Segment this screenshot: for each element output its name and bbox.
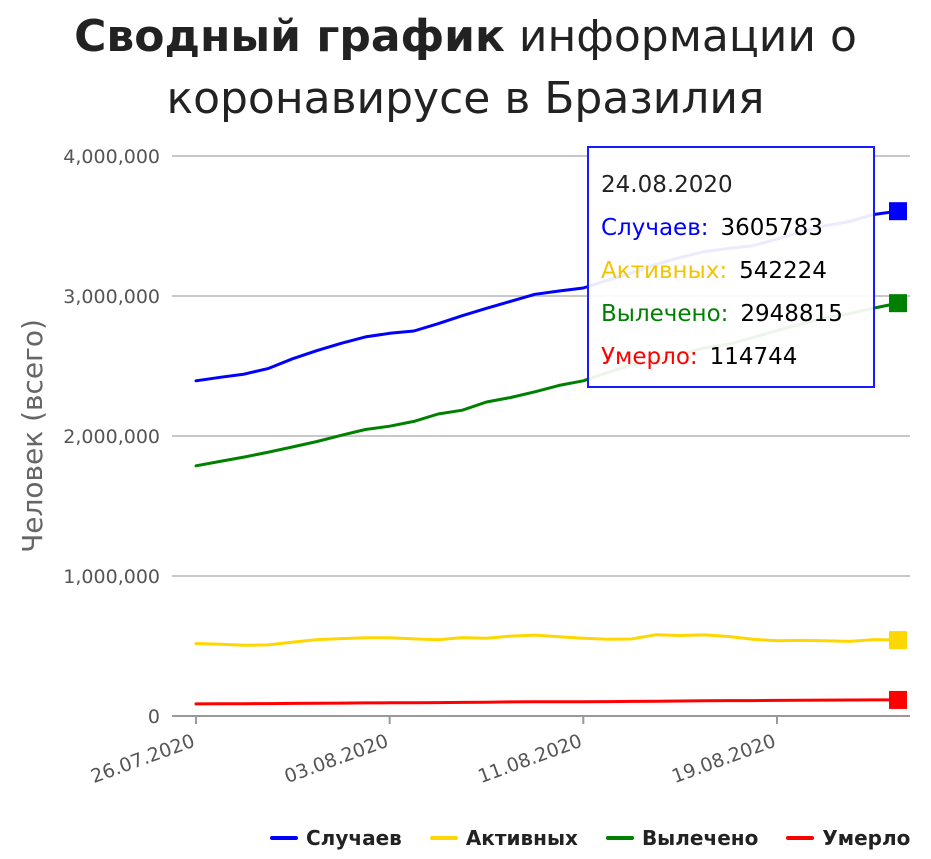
chart-title: Сводный график информации о коронавирусе…: [0, 6, 931, 130]
legend: Случаев Активных Вылечено Умерло: [270, 826, 910, 850]
legend-item-recovered[interactable]: Вылечено: [605, 826, 759, 850]
tooltip-row-cases: Случаев: 3605783: [601, 207, 873, 250]
legend-item-active[interactable]: Активных: [429, 826, 578, 850]
legend-label: Умерло: [822, 826, 911, 850]
series-end-marker[interactable]: [889, 294, 907, 313]
tooltip-label: Вылечено:: [601, 301, 729, 327]
legend-label: Вылечено: [641, 826, 759, 850]
tooltip-value: 2948815: [740, 301, 843, 327]
series-end-marker[interactable]: [889, 690, 907, 709]
chart-title-rest: информации о коронавирусе в Бразилия: [166, 11, 857, 124]
tooltip-label: Активных:: [601, 258, 728, 284]
tooltip-value: 3605783: [720, 215, 823, 241]
tooltip-label: Случаев:: [601, 215, 709, 241]
y-tick-label: 3,000,000: [63, 286, 160, 308]
y-tick-label: 0: [148, 706, 160, 728]
legend-swatch: [429, 836, 458, 840]
x-tick-label: 19.08.2020: [669, 730, 779, 788]
series-line-1: [194, 633, 900, 647]
legend-swatch: [270, 836, 298, 840]
legend-label: Случаев: [306, 826, 402, 850]
series-end-marker[interactable]: [889, 631, 907, 650]
chart-title-bold: Сводный график: [74, 11, 505, 62]
legend-item-cases[interactable]: Случаев: [270, 826, 402, 850]
tooltip-row-active: Активных: 542224: [601, 250, 873, 293]
series-line-3: [194, 698, 900, 706]
tooltip-row-recovered: Вылечено: 2948815: [601, 293, 873, 336]
y-axis-ticks: 0 1,000,000 2,000,000 3,000,000 4,000,000: [63, 146, 160, 728]
x-tick-label: 03.08.2020: [282, 730, 392, 788]
y-tick-label: 1,000,000: [63, 566, 160, 588]
x-tick-label: 26.07.2020: [88, 730, 198, 788]
y-axis-label: Человек (всего): [16, 319, 49, 553]
x-tick-label: 11.08.2020: [475, 730, 585, 788]
legend-label: Активных: [465, 826, 578, 850]
legend-swatch: [786, 836, 815, 840]
legend-item-deaths[interactable]: Умерло: [786, 826, 910, 850]
y-tick-label: 2,000,000: [63, 426, 160, 448]
tooltip-value: 542224: [739, 258, 827, 284]
x-axis-ticks: 26.07.2020 03.08.2020 11.08.2020 19.08.2020: [88, 716, 779, 788]
series-end-marker[interactable]: [889, 202, 907, 221]
legend-swatch: [605, 836, 634, 840]
tooltip-value: 114744: [709, 344, 798, 370]
tooltip-date: 24.08.2020: [601, 172, 733, 198]
tooltip-row-deaths: Умерло: 114744: [601, 336, 873, 379]
tooltip-label: Умерло:: [601, 344, 698, 370]
y-tick-label: 4,000,000: [63, 146, 160, 168]
hover-tooltip: 24.08.2020 Случаев: 3605783 Активных: 5422…: [587, 146, 875, 388]
